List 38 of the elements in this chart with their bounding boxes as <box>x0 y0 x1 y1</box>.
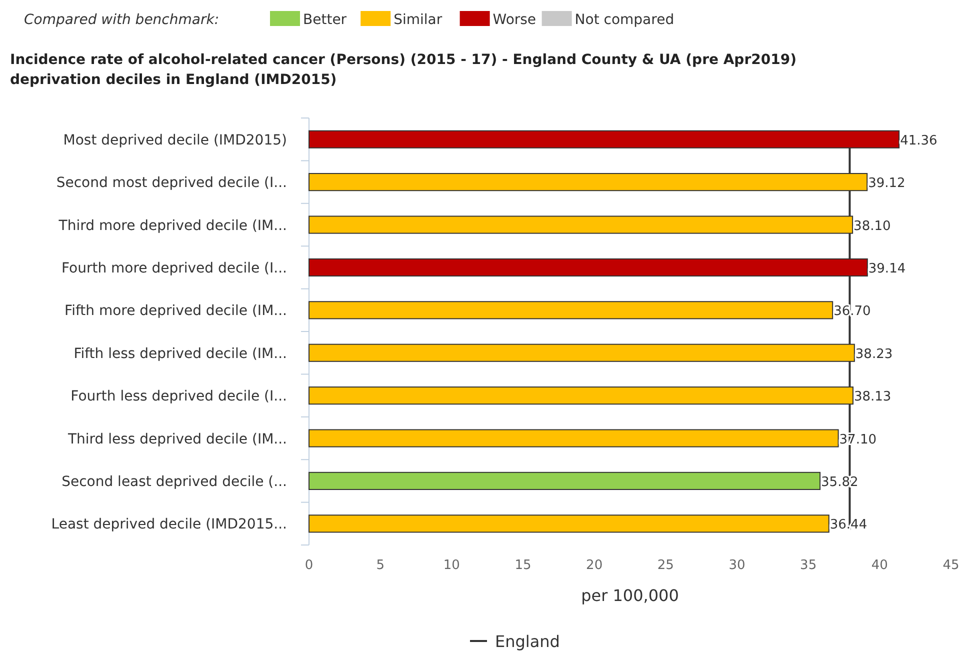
x-tick-label: 20 <box>586 558 603 573</box>
bar <box>308 429 839 448</box>
legend-label: England <box>495 632 560 651</box>
bar <box>308 472 821 490</box>
x-tick-label: 45 <box>942 558 960 573</box>
y-tick-label: Least deprived decile (IMD2015... <box>51 516 287 533</box>
legend-label: Not compared <box>574 12 674 28</box>
y-tick-label: Fourth less deprived decile (I... <box>70 388 287 405</box>
y-tick-label: Fifth more deprived decile (IM... <box>64 303 287 320</box>
data-label: 39.12 <box>868 176 906 192</box>
y-tick-label: Second most deprived decile (I... <box>56 175 287 192</box>
y-tick-label: Second least deprived decile (... <box>62 474 287 490</box>
x-axis-title: per 100,000 <box>581 586 679 605</box>
x-tick-label: 0 <box>304 558 314 573</box>
chart-title: Incidence rate of alcohol-related cancer (Persons) (2015 - 17) - England County & UA (pre Apr2019) deprivation deciles in England (IMD2015) <box>10 52 796 88</box>
x-tick-label: 25 <box>657 558 674 573</box>
x-tick-label: 15 <box>514 558 532 573</box>
bar <box>308 301 834 320</box>
y-tick-label: Third more deprived decile (IM... <box>58 218 287 234</box>
y-tick-label: Most deprived decile (IMD2015) <box>63 132 287 148</box>
x-tick-label: 35 <box>800 558 817 573</box>
y-tick-label: Third less deprived decile (IM... <box>66 431 287 448</box>
y-tick-label: Fifth less deprived decile (IM... <box>74 346 287 362</box>
data-label: 38.23 <box>855 346 893 362</box>
x-tick-label: 30 <box>728 558 746 573</box>
x-tick-label: 40 <box>871 558 888 573</box>
legend-label: Better <box>303 12 347 28</box>
data-label: 38.10 <box>854 218 891 234</box>
legend-title: Compared with benchmark: <box>24 12 220 28</box>
bar <box>308 514 830 533</box>
data-label: 39.14 <box>868 261 906 276</box>
y-tick-label: Fourth more deprived decile (I... <box>61 260 287 276</box>
legend-label: Similar <box>394 12 442 28</box>
x-tick-label: 5 <box>376 558 384 573</box>
data-label: 38.13 <box>854 390 892 405</box>
legend-label: Worse <box>492 12 536 28</box>
x-tick-label: 10 <box>443 558 460 573</box>
data-label: 41.36 <box>900 133 938 148</box>
